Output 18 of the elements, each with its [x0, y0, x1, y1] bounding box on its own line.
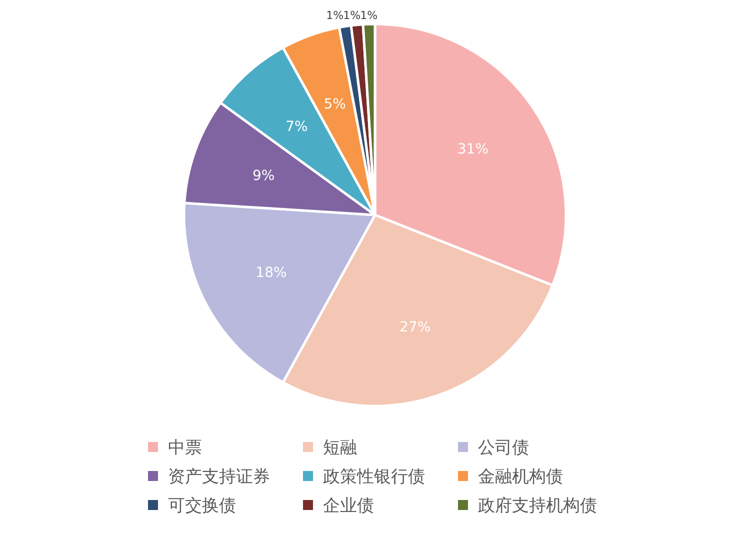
legend-label: 政府支持机构债 — [478, 496, 597, 516]
legend-label: 政策性银行债 — [323, 467, 425, 487]
data-label: 27% — [400, 319, 431, 336]
data-label: 1% — [360, 9, 378, 22]
legend-label: 可交换债 — [168, 496, 236, 516]
legend-label: 金融机构债 — [478, 467, 563, 487]
data-label: 7% — [286, 119, 308, 136]
legend-label: 短融 — [323, 438, 357, 458]
data-label: 5% — [324, 96, 346, 113]
legend-label: 企业债 — [323, 496, 374, 516]
data-label: 31% — [457, 141, 489, 158]
legend-label: 资产支持证券 — [168, 467, 270, 487]
data-label: 1% — [326, 9, 344, 22]
legend-label: 中票 — [168, 438, 202, 458]
data-label: 18% — [256, 265, 287, 282]
data-label: 1% — [343, 9, 361, 22]
legend-label: 公司债 — [478, 438, 529, 458]
data-label: 9% — [252, 168, 275, 184]
